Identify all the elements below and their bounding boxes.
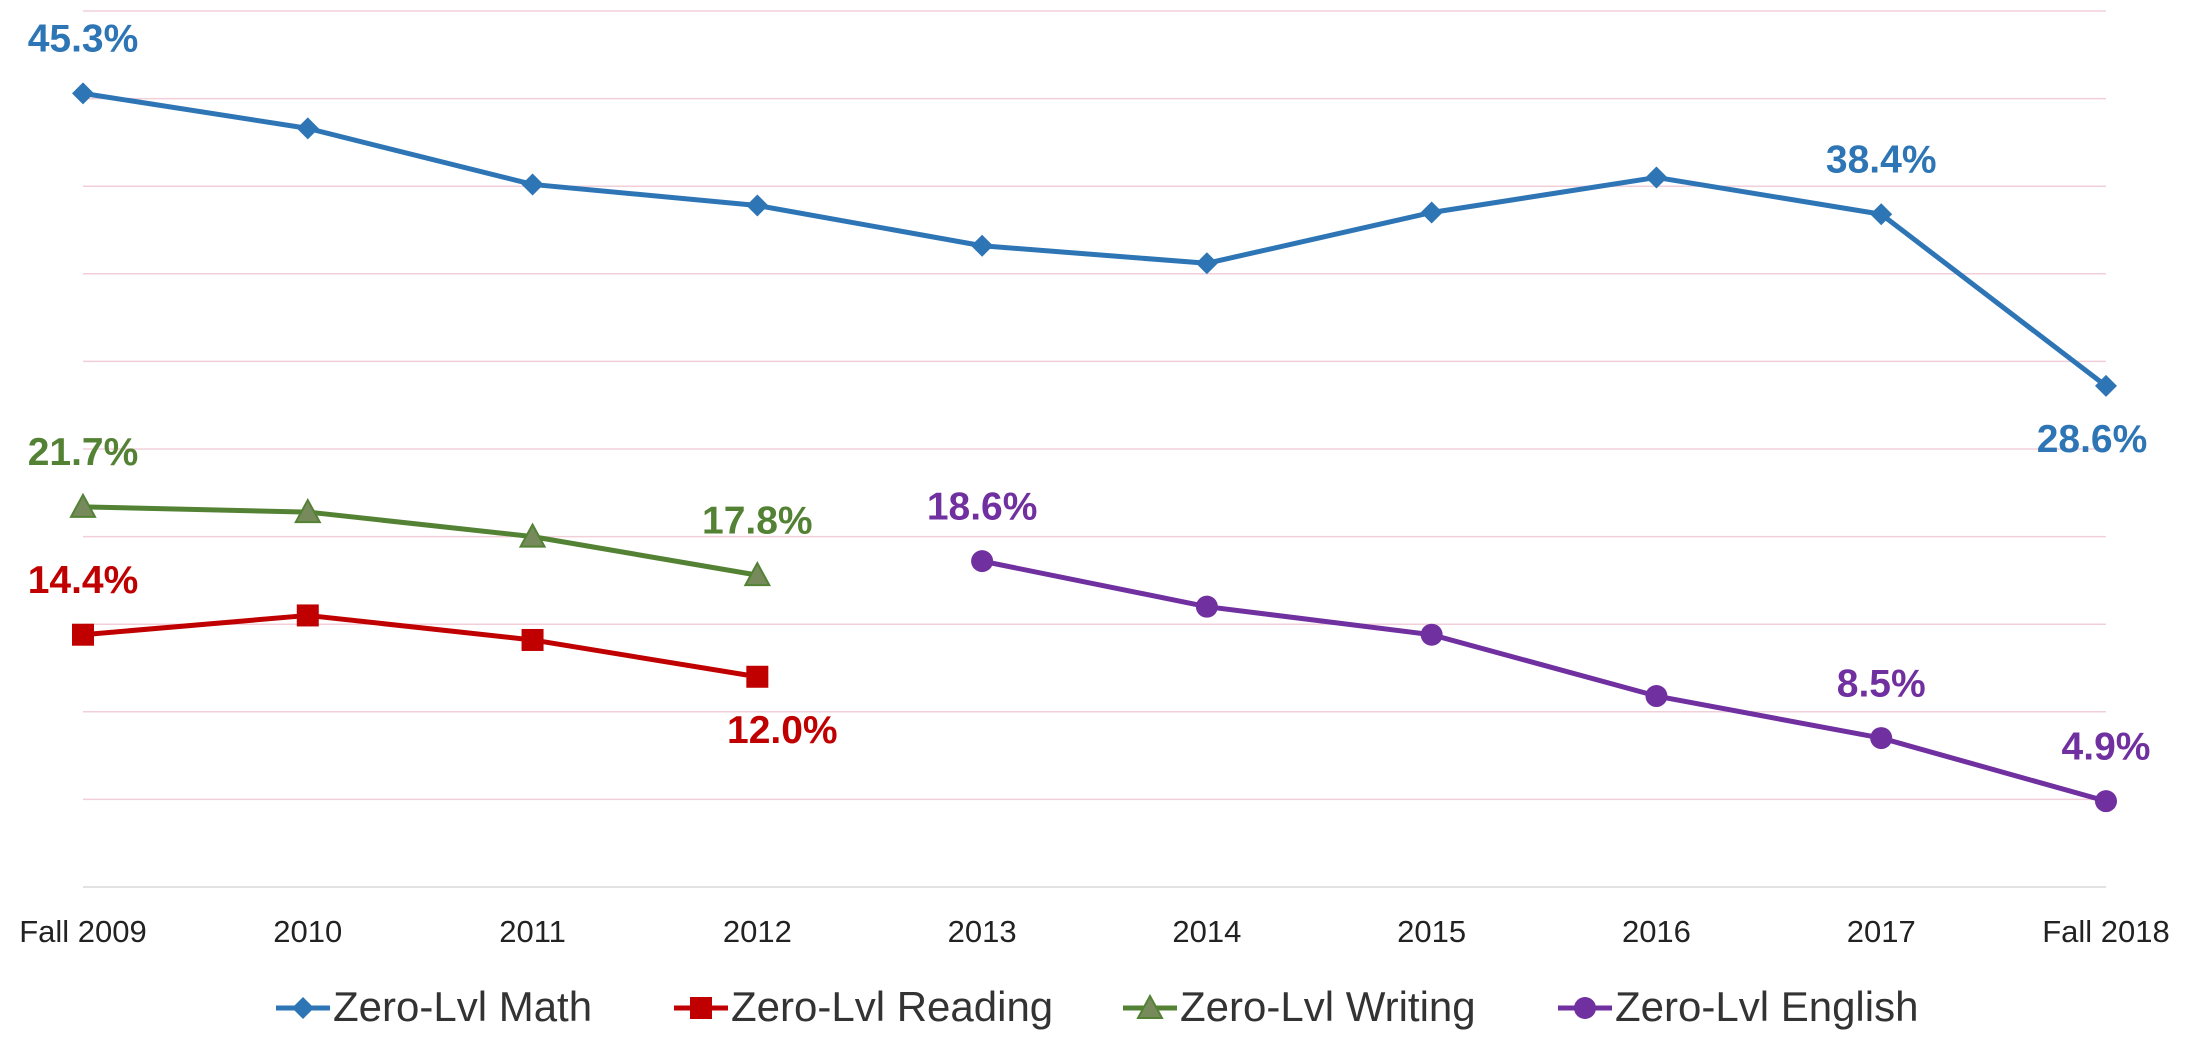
marker — [521, 173, 544, 196]
x-tick-label: 2010 — [273, 914, 342, 949]
x-tick-label: Fall 2018 — [2042, 914, 2170, 949]
x-tick-label: 2013 — [948, 914, 1017, 949]
marker — [1645, 166, 1668, 189]
data-label: 28.6% — [2037, 418, 2148, 461]
legend-label: Zero-Lvl Reading — [731, 983, 1053, 1030]
line — [981, 558, 2107, 804]
data-label: 45.3% — [28, 18, 139, 61]
marker — [1645, 685, 1668, 708]
marker — [1870, 203, 1893, 226]
line — [82, 90, 2108, 388]
series: 45.3% 38.4% 28.6% — [28, 18, 2148, 462]
data-label: 18.6% — [927, 485, 1038, 528]
marker — [518, 522, 547, 548]
line — [82, 504, 758, 578]
x-tick-label: 2016 — [1622, 914, 1691, 949]
marker — [743, 561, 772, 587]
x-tick-label: 2011 — [499, 914, 566, 949]
legend-item: Zero-Lvl English — [1558, 983, 1918, 1030]
legend-label: Zero-Lvl Writing — [1180, 983, 1476, 1030]
marker — [1420, 623, 1443, 646]
series: 14.4% 12.0% — [28, 559, 838, 752]
x-tick-label: 2017 — [1847, 914, 1916, 949]
marker — [1574, 997, 1596, 1019]
marker — [69, 492, 97, 518]
marker — [1136, 993, 1164, 1019]
marker — [971, 550, 994, 573]
marker — [521, 628, 544, 651]
legend-item: Zero-Lvl Writing — [1123, 983, 1476, 1030]
data-label: 12.0% — [727, 709, 838, 752]
data-label: 4.9% — [2062, 725, 2151, 768]
data-label: 14.4% — [28, 559, 139, 602]
legend-label: Zero-Lvl Math — [333, 983, 592, 1030]
data-label: 21.7% — [28, 431, 139, 474]
marker — [746, 194, 769, 217]
marker — [72, 82, 94, 105]
legend-item: Zero-Lvl Reading — [674, 983, 1053, 1030]
x-tick-label: Fall 2009 — [19, 914, 147, 949]
marker — [690, 997, 712, 1019]
marker — [2095, 790, 2117, 813]
data-label: 8.5% — [1837, 662, 1926, 705]
marker — [294, 497, 322, 524]
x-tick-label: 2014 — [1172, 914, 1241, 949]
legend-item: Zero-Lvl Math — [276, 983, 592, 1030]
marker — [1420, 201, 1443, 224]
marker — [2095, 374, 2117, 397]
marker — [296, 117, 319, 140]
legend-label: Zero-Lvl English — [1615, 983, 1918, 1030]
marker — [296, 604, 319, 627]
marker — [1195, 252, 1218, 275]
data-label: 38.4% — [1826, 139, 1937, 182]
line — [82, 612, 758, 680]
x-tick-label: 2015 — [1397, 914, 1466, 949]
marker — [1195, 595, 1218, 618]
marker — [292, 997, 314, 1019]
series: 21.7% 17.8% — [28, 431, 813, 587]
marker — [1870, 727, 1893, 750]
data-label: 17.8% — [702, 499, 813, 542]
series: 18.6% 8.5% 4.9% — [927, 485, 2151, 813]
marker — [971, 234, 994, 257]
x-tick-label: 2012 — [723, 914, 792, 949]
marker — [746, 665, 769, 688]
marker — [72, 623, 94, 646]
